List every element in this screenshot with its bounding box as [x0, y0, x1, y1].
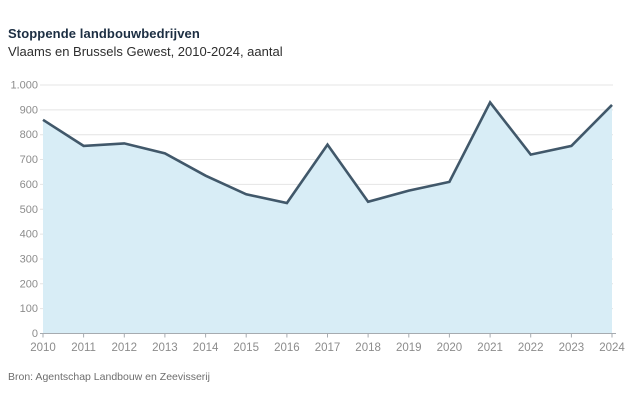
x-tick-label: 2014 — [193, 342, 219, 354]
x-tick-label: 2015 — [233, 342, 259, 354]
y-tick-labels: 0 100 200 300 400 500 600 700 800 900 1.000 — [10, 80, 38, 341]
x-tick-label: 2023 — [559, 342, 585, 354]
x-tick-label: 2021 — [477, 342, 503, 354]
chart-title: Stoppende landbouwbedrijven — [8, 26, 200, 41]
source-note: Bron: Agentschap Landbouw en Zeevisserij — [8, 371, 210, 383]
chart-subtitle: Vlaams en Brussels Gewest, 2010-2024, aa… — [8, 44, 283, 59]
x-tick-label: 2019 — [396, 342, 422, 354]
y-tick-label: 700 — [20, 154, 38, 166]
x-tick-label: 2011 — [71, 342, 96, 354]
x-axis — [40, 333, 616, 338]
x-tick-label: 2020 — [437, 342, 463, 354]
x-tick-labels: 2010 2011 2012 2013 2014 2015 2016 2017 2018 2019… — [30, 342, 625, 354]
area-fill — [43, 102, 612, 334]
y-tick-label: 600 — [20, 179, 38, 191]
x-tick-label: 2017 — [315, 342, 341, 354]
x-tick-label: 2016 — [274, 342, 300, 354]
x-tick-label: 2024 — [599, 342, 625, 354]
x-tick-label: 2012 — [112, 342, 138, 354]
trend-line — [42, 99, 613, 205]
y-tick-label: 900 — [20, 104, 38, 116]
y-tick-label: 1.000 — [10, 80, 38, 92]
x-tick-label: 2018 — [355, 342, 381, 354]
y-tick-label: 200 — [20, 278, 38, 290]
y-tick-label: 800 — [20, 129, 38, 141]
y-tick-label: 100 — [20, 303, 38, 315]
y-tick-label: 400 — [20, 229, 38, 241]
x-tick-label: 2010 — [30, 342, 56, 354]
y-tick-label: 0 — [32, 328, 38, 340]
y-tick-label: 500 — [20, 204, 38, 216]
x-tick-label: 2013 — [152, 342, 178, 354]
y-tick-label: 300 — [20, 253, 38, 265]
x-tick-label: 2022 — [518, 342, 544, 354]
